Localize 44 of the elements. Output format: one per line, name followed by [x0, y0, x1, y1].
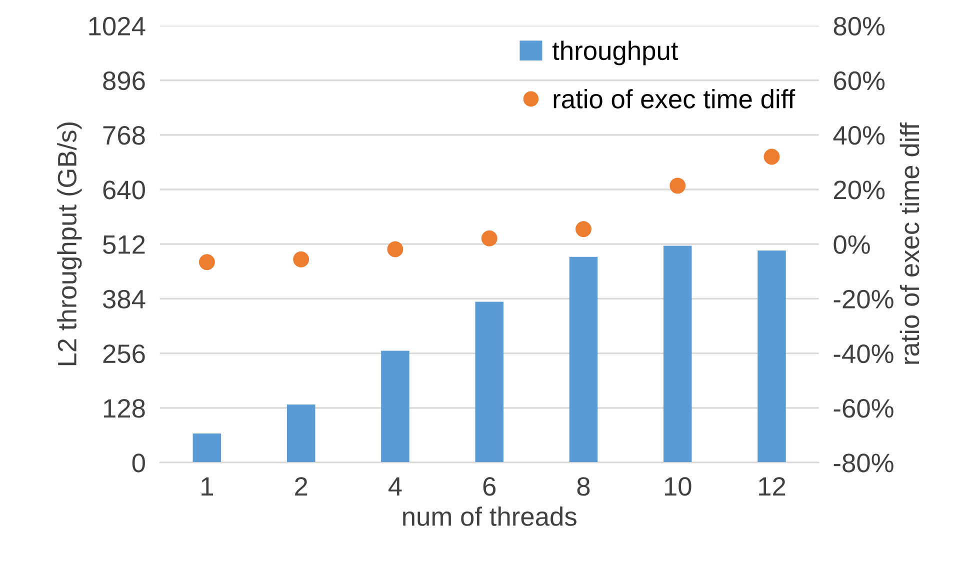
x-axis-title: num of threads: [403, 506, 576, 526]
point: [198, 254, 215, 270]
point: [293, 251, 310, 268]
y-tick-label: 896: [103, 71, 145, 90]
bar: [663, 246, 692, 463]
y-tick-label: 768: [103, 126, 145, 145]
bar: [286, 404, 316, 463]
y2-tick-label: 40%: [833, 126, 885, 145]
y2-tick-label: -80%: [834, 454, 894, 472]
x-tick-label: 2: [295, 477, 308, 496]
y2-tick-label: 20%: [834, 180, 885, 200]
bar: [569, 256, 598, 463]
x-tick-label: 1: [202, 477, 213, 496]
point: [670, 178, 686, 194]
bar: [475, 302, 504, 463]
y-tick-label: 0: [132, 454, 145, 472]
x-tick-label: 6: [483, 477, 496, 496]
x-tick-label: 4: [388, 477, 402, 496]
y2-tick-label: -60%: [834, 399, 894, 418]
x-tick-label: 10: [664, 477, 692, 496]
y2-tick-label: 60%: [834, 71, 885, 90]
y-tick-label: 1024: [89, 16, 146, 36]
y-tick-label: 256: [103, 344, 145, 364]
y2-tick-label: 80%: [834, 16, 885, 36]
point: [576, 221, 592, 238]
y-tick-label: 128: [104, 399, 145, 418]
x-tick-label: 8: [577, 477, 590, 496]
point: [387, 241, 404, 258]
legend-label: ratio of exec time diff: [554, 89, 796, 108]
bar: [381, 350, 410, 463]
point: [481, 230, 498, 246]
y2-tick-label: 0%: [834, 235, 870, 254]
y2-tick-label: -40%: [834, 344, 894, 364]
x-tick-label: 12: [759, 477, 786, 496]
point: [764, 148, 780, 165]
bar: [192, 434, 222, 463]
bar: [758, 250, 786, 463]
y2-axis-title: ratio of exec time diff: [900, 122, 920, 364]
y-tick-label: 512: [103, 235, 145, 254]
y-axis-title: L2 throughput (GB/s): [57, 122, 82, 366]
legend-label: throughput: [552, 40, 678, 66]
y-tick-label: 640: [103, 180, 145, 200]
y-tick-label: 384: [102, 290, 146, 309]
y2-tick-label: -20%: [834, 290, 894, 309]
